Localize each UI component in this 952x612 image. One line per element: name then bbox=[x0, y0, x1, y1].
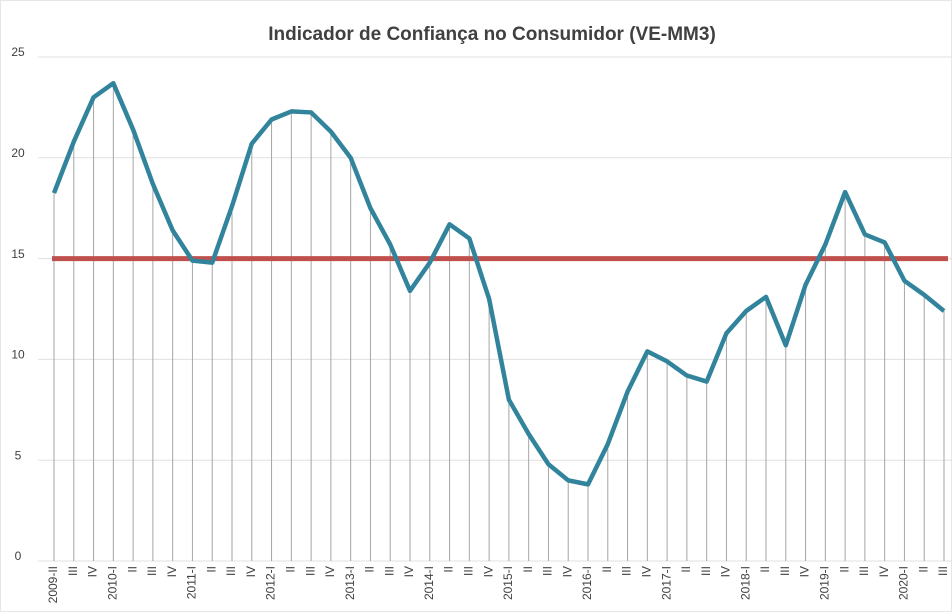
x-tick-label: III bbox=[541, 566, 555, 576]
x-tick-label: III bbox=[936, 566, 950, 576]
y-tick-label: 10 bbox=[11, 348, 25, 362]
x-tick-label: 2015-I bbox=[501, 566, 515, 600]
x-tick-label: III bbox=[66, 566, 80, 576]
x-tick-label: 2009-II bbox=[46, 566, 60, 603]
series-line bbox=[51, 80, 946, 487]
x-tick-label: IV bbox=[86, 566, 100, 577]
x-tick-label: II bbox=[284, 566, 298, 573]
x-tick-label: III bbox=[857, 566, 871, 576]
x-tick-label: IV bbox=[402, 566, 416, 577]
x-tick-label: 2012-I bbox=[264, 566, 278, 600]
x-tick-label: II bbox=[837, 566, 851, 573]
x-tick-label: III bbox=[303, 566, 317, 576]
chart-title: Indicador de Confiança no Consumidor (VE… bbox=[268, 24, 716, 45]
x-tick-label: IV bbox=[719, 566, 733, 577]
x-tick-label: IV bbox=[640, 566, 654, 577]
y-tick-label: 25 bbox=[11, 45, 25, 59]
x-tick-label: 2020-I bbox=[897, 566, 911, 600]
y-tick-label: 5 bbox=[15, 448, 22, 462]
x-tick-label: II bbox=[521, 566, 535, 573]
x-tick-label: 2016-I bbox=[580, 566, 594, 600]
x-tick-label: II bbox=[363, 566, 377, 573]
x-tick-label: III bbox=[382, 566, 396, 576]
x-tick-label: IV bbox=[877, 566, 891, 577]
x-tick-label: IV bbox=[481, 566, 495, 577]
x-tick-label: II bbox=[125, 566, 139, 573]
y-tick-label: 15 bbox=[11, 247, 25, 261]
x-tick-label: III bbox=[699, 566, 713, 576]
x-tick-label: III bbox=[462, 566, 476, 576]
x-tick-label: III bbox=[145, 566, 159, 576]
x-tick-label: III bbox=[224, 566, 238, 576]
x-tick-label: II bbox=[204, 566, 218, 573]
x-tick-label: 2011-I bbox=[185, 566, 199, 599]
x-tick-label: IV bbox=[165, 566, 179, 577]
x-tick-label: II bbox=[442, 566, 456, 573]
x-tick-label: II bbox=[916, 566, 930, 573]
x-tick-label: 2014-I bbox=[422, 566, 436, 600]
x-tick-label: 2010-I bbox=[106, 566, 120, 600]
x-tick-label: II bbox=[600, 566, 614, 573]
x-tick-label: II bbox=[758, 566, 772, 573]
y-tick-label: 20 bbox=[11, 146, 25, 160]
x-tick-label: IV bbox=[798, 566, 812, 577]
x-tick-label: IV bbox=[244, 566, 258, 577]
x-tick-label: 2013-I bbox=[343, 566, 357, 600]
x-tick-label: IV bbox=[560, 566, 574, 577]
x-tick-label: IV bbox=[323, 566, 337, 577]
y-tick-label: 0 bbox=[15, 549, 22, 563]
x-tick-label: III bbox=[778, 566, 792, 576]
x-tick-label: III bbox=[620, 566, 634, 576]
x-tick-label: 2019-I bbox=[818, 566, 832, 600]
x-tick-label: 2018-I bbox=[738, 566, 752, 600]
x-tick-label: 2017-I bbox=[659, 566, 673, 600]
x-tick-label: II bbox=[679, 566, 693, 573]
